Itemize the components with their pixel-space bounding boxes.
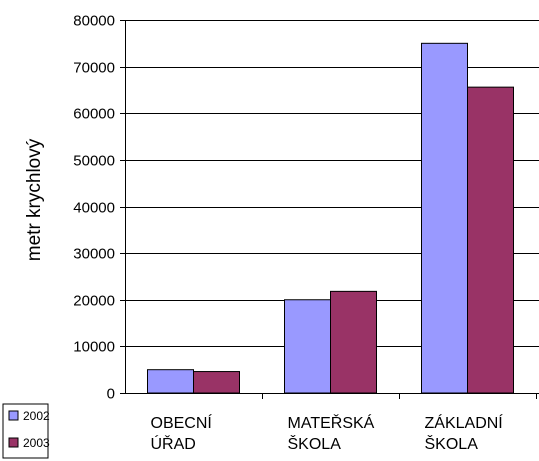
y-tick-labels: 0 10000 20000 30000 40000 50000 60000 70000 8000…: [73, 13, 125, 403]
x-tick-label-line: ÚŘAD: [151, 434, 196, 453]
bar: [467, 86, 514, 394]
y-tick-label: 70000: [73, 60, 115, 77]
y-tick-label: 40000: [73, 200, 115, 217]
axes: [125, 20, 539, 394]
y-tick-label: 10000: [73, 339, 115, 356]
bar: [284, 299, 331, 394]
bar: [147, 369, 194, 394]
y-tick-label: 0: [107, 386, 115, 403]
x-tick-label-line: OBECNÍ: [151, 413, 213, 432]
y-tick-label: 50000: [73, 153, 115, 170]
bar: [193, 371, 240, 394]
y-tick-label: 80000: [73, 13, 115, 30]
legend-swatch: [8, 437, 19, 448]
gridlines: [125, 20, 539, 347]
y-tick-label: 30000: [73, 246, 115, 263]
legend-swatch: [8, 410, 19, 421]
x-tick-labels: OBECNÍ ÚŘAD MATEŘSKÁ ŠKOLA ZÁKLADNÍ ŠKOLA: [151, 393, 537, 453]
x-tick-label-line: ZÁKLADNÍ: [425, 413, 504, 432]
x-tick-label: OBECNÍ ÚŘAD: [151, 413, 213, 453]
bars: [147, 42, 514, 394]
x-tick-label: MATEŘSKÁ ŠKOLA: [288, 413, 375, 453]
bar: [330, 290, 377, 394]
y-axis-title: metr krychlový: [24, 138, 45, 261]
legend-box: [2, 403, 49, 459]
legend-label: 2003: [23, 436, 50, 450]
bar: [421, 42, 468, 394]
y-tick-label: 60000: [73, 106, 115, 123]
legend: 2002 2003: [2, 403, 50, 459]
x-tick-label-line: ŠKOLA: [288, 434, 342, 453]
y-tick-label: 20000: [73, 293, 115, 310]
x-tick-label: ZÁKLADNÍ ŠKOLA: [425, 413, 504, 453]
x-tick-label-line: ŠKOLA: [425, 434, 479, 453]
legend-label: 2002: [23, 409, 50, 423]
x-tick-label-line: MATEŘSKÁ: [288, 413, 375, 432]
